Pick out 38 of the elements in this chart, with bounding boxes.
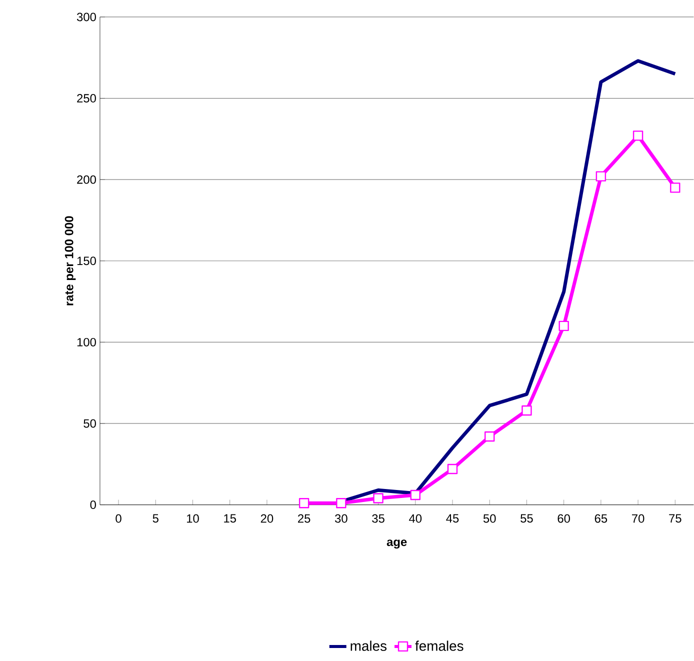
x-tick-label: 5: [152, 514, 158, 523]
x-tick-label: 65: [594, 514, 608, 523]
y-tick-label: 150: [77, 256, 96, 266]
x-tick-label: 35: [372, 514, 384, 523]
point: [373, 493, 384, 504]
x-axis-title: age: [386, 540, 407, 549]
x-tick-label: 30: [334, 514, 348, 523]
point: [558, 320, 569, 332]
point: [522, 406, 532, 416]
x-tick-label: 10: [186, 514, 199, 523]
point: [410, 490, 420, 500]
legend-label: females: [415, 640, 464, 652]
x-tick-label: 0: [116, 514, 122, 523]
y-tick-label: 300: [76, 12, 96, 22]
y-tick-label: 50: [84, 419, 96, 428]
point: [298, 498, 310, 508]
x-tick-label: 55: [520, 514, 533, 523]
point: [596, 171, 606, 182]
y-tick-label: 250: [77, 94, 96, 103]
y-axis-title: rate per 100 000: [64, 216, 76, 306]
x-tick-label: 40: [409, 514, 422, 523]
x-tick-label: 60: [558, 514, 570, 523]
point: [670, 182, 680, 193]
x-tick-label: 25: [298, 514, 310, 523]
y-tick-label: 100: [77, 338, 96, 347]
x-tick-label: 70: [632, 514, 644, 523]
point: [632, 130, 644, 141]
y-tick-label: 0: [90, 500, 96, 510]
x-tick-label: 45: [446, 514, 459, 523]
x-tick-label: 20: [260, 514, 274, 523]
x-tick-label: 50: [483, 514, 496, 523]
point: [484, 432, 495, 442]
point: [447, 464, 458, 474]
x-tick-label: 15: [224, 514, 236, 523]
x-tick-label: 75: [669, 514, 682, 523]
legend-label: males: [350, 640, 387, 652]
point: [336, 498, 346, 508]
y-tick-label: 200: [77, 175, 96, 184]
